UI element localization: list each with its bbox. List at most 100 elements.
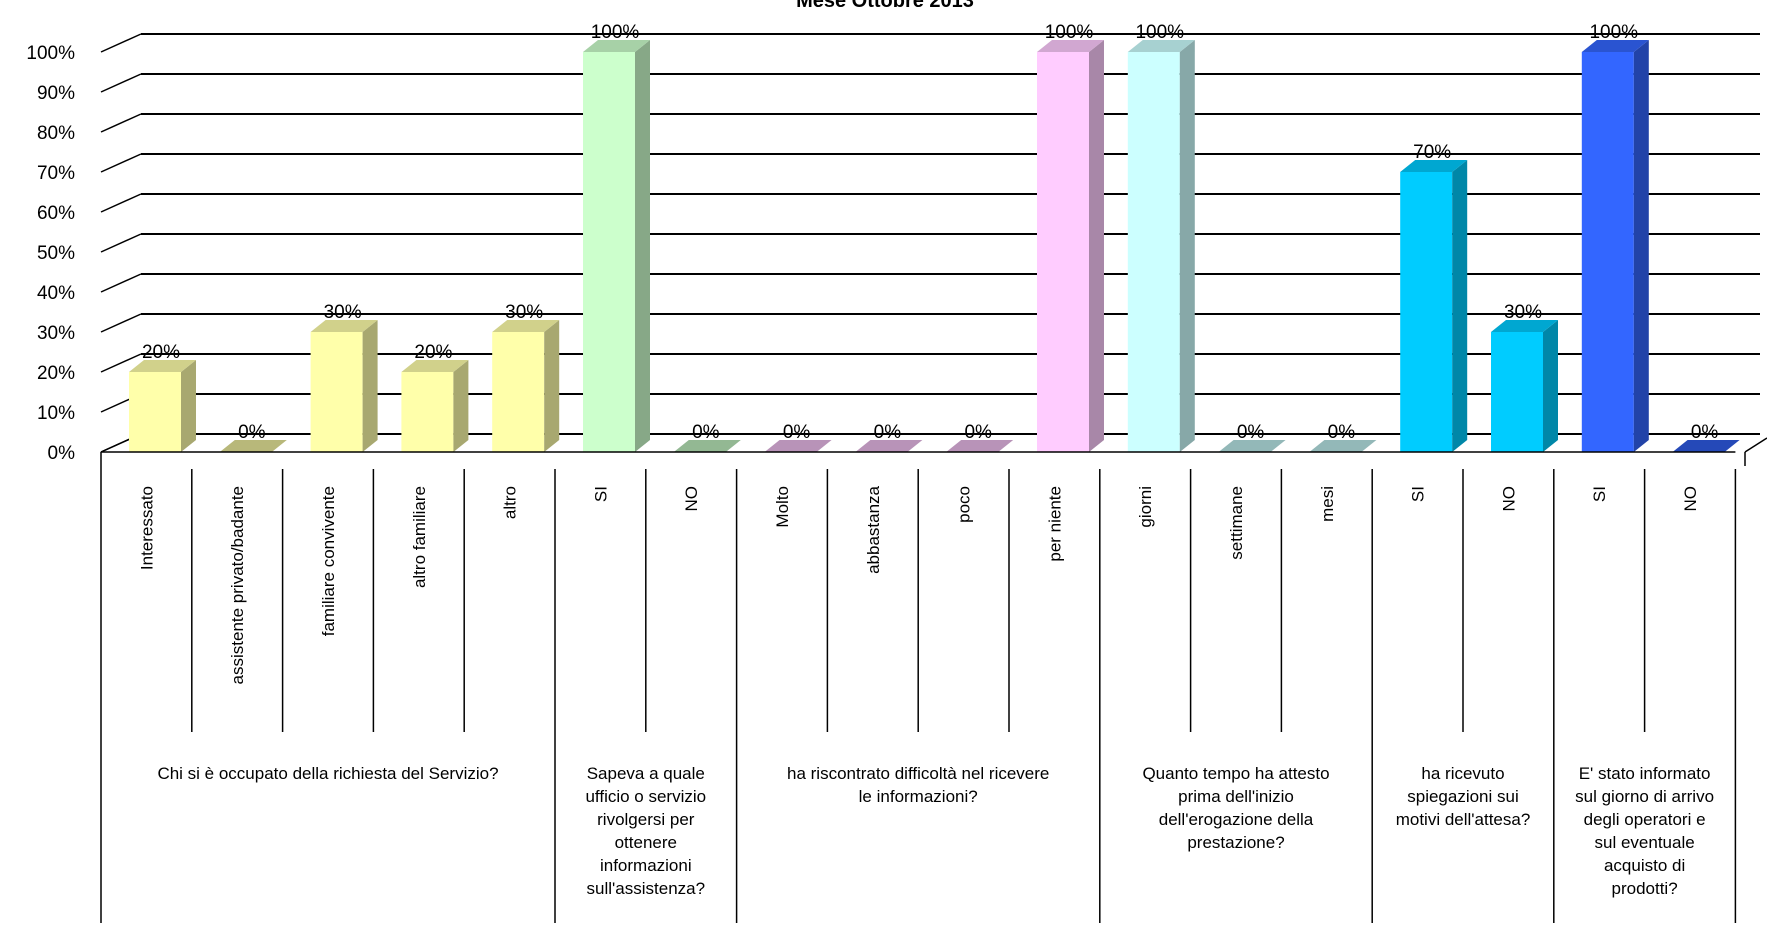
bar-front bbox=[129, 372, 181, 452]
category-label: assistente privato/badante bbox=[228, 486, 247, 684]
data-label: 20% bbox=[142, 342, 180, 363]
bar-front bbox=[583, 52, 635, 452]
gridline-connector bbox=[100, 113, 142, 133]
bar-top bbox=[310, 320, 378, 332]
bar-top bbox=[1127, 40, 1195, 52]
group-label: ha riscontrato difficoltà nel ricevere le… bbox=[787, 764, 1049, 806]
gridline-connector bbox=[100, 353, 142, 373]
y-tick-label: 70% bbox=[37, 163, 75, 184]
y-tick-label: 30% bbox=[37, 323, 75, 344]
gridline-connector bbox=[100, 153, 142, 173]
category-label: poco bbox=[955, 486, 974, 523]
bar-top bbox=[1581, 40, 1649, 52]
data-label: 30% bbox=[505, 302, 543, 323]
category-label: altro bbox=[501, 486, 520, 519]
data-label: 0% bbox=[783, 422, 811, 443]
category-label: Interessato bbox=[137, 486, 156, 570]
gridline-connector bbox=[100, 73, 142, 93]
bar-front bbox=[1127, 52, 1180, 452]
category-label: NO bbox=[1499, 486, 1518, 512]
group-label: Chi si è occupato della richiesta del Se… bbox=[157, 764, 498, 783]
category-label: giorni bbox=[1136, 486, 1155, 528]
chart-title: Mese Ottobre 2013 bbox=[796, 0, 974, 12]
category-label: abbastanza bbox=[864, 485, 883, 573]
gridline-connector bbox=[100, 233, 142, 253]
floor-edge bbox=[1744, 437, 1767, 453]
data-label: 0% bbox=[1237, 422, 1265, 443]
data-label: 0% bbox=[1328, 422, 1356, 443]
y-tick-label: 10% bbox=[37, 403, 75, 424]
group-label: E' stato informato sul giorno di arrivo de… bbox=[1575, 764, 1714, 898]
group-label: Sapeva a quale ufficio o servizio rivolger… bbox=[585, 764, 706, 898]
bar-front bbox=[1491, 332, 1543, 452]
data-label: 100% bbox=[1135, 22, 1184, 43]
bar-flat bbox=[946, 440, 1014, 452]
gridline-connector bbox=[100, 313, 142, 333]
bar-top bbox=[492, 320, 560, 332]
data-label: 100% bbox=[1589, 22, 1638, 43]
y-tick-label: 40% bbox=[37, 283, 75, 304]
data-label: 0% bbox=[692, 422, 720, 443]
bar-top bbox=[1400, 160, 1468, 172]
group-label: Quanto tempo ha attesto prima dell'inizio… bbox=[1142, 764, 1329, 852]
gridline-connector bbox=[100, 193, 142, 213]
bar-top bbox=[401, 360, 469, 372]
y-tick-label: 60% bbox=[37, 203, 75, 224]
y-tick-label: 90% bbox=[37, 83, 75, 104]
bar-side bbox=[1543, 320, 1558, 452]
bar-flat bbox=[1309, 440, 1377, 452]
data-label: 0% bbox=[1691, 422, 1719, 443]
bar-side bbox=[1633, 40, 1649, 452]
data-label: 70% bbox=[1413, 142, 1451, 163]
data-label: 100% bbox=[1045, 22, 1094, 43]
data-label: 100% bbox=[591, 22, 640, 43]
y-tick-label: 50% bbox=[37, 243, 75, 264]
bar-side bbox=[544, 320, 560, 452]
bar-top bbox=[129, 360, 196, 372]
gridline-connector bbox=[100, 33, 142, 53]
category-label: Molto bbox=[773, 486, 792, 528]
bar-front bbox=[1581, 52, 1634, 452]
group-label: ha ricevuto spiegazioni sui motivi dell'at… bbox=[1396, 764, 1531, 829]
category-label: altro familiare bbox=[410, 486, 429, 588]
bar-flat bbox=[855, 440, 923, 452]
y-tick-label: 100% bbox=[26, 43, 75, 64]
gridline-connector bbox=[100, 273, 142, 293]
bar-flat bbox=[673, 440, 741, 452]
bar-side bbox=[181, 360, 196, 452]
data-label: 30% bbox=[1504, 302, 1542, 323]
category-label: mesi bbox=[1318, 486, 1337, 522]
bar-front bbox=[1400, 172, 1453, 452]
data-label: 30% bbox=[324, 302, 362, 323]
bar-front bbox=[492, 332, 545, 452]
bar-side bbox=[1452, 160, 1468, 452]
bar-top bbox=[583, 40, 650, 52]
data-label: 0% bbox=[874, 422, 902, 443]
bar-flat bbox=[219, 440, 287, 452]
bar-flat bbox=[1672, 440, 1740, 452]
category-label: SI bbox=[1409, 486, 1428, 502]
category-label: NO bbox=[1681, 486, 1700, 512]
category-label: per niente bbox=[1045, 486, 1064, 562]
category-label: NO bbox=[682, 486, 701, 512]
bar-front bbox=[310, 332, 363, 452]
bar-top bbox=[1491, 320, 1558, 332]
bar-flat bbox=[764, 440, 832, 452]
category-label: SI bbox=[591, 486, 610, 502]
y-tick-label: 20% bbox=[37, 363, 75, 384]
bar-side bbox=[1089, 40, 1104, 452]
bar-side bbox=[453, 360, 469, 452]
bar-front bbox=[1037, 52, 1089, 452]
bar-side bbox=[635, 40, 650, 452]
category-label: SI bbox=[1590, 486, 1609, 502]
bar-side bbox=[1179, 40, 1195, 452]
bar-top bbox=[1037, 40, 1104, 52]
bar-flat bbox=[1218, 440, 1286, 452]
data-label: 20% bbox=[414, 342, 452, 363]
data-label: 0% bbox=[238, 422, 266, 443]
y-tick-label: 0% bbox=[48, 443, 76, 464]
category-label: settimane bbox=[1227, 486, 1246, 560]
data-label: 0% bbox=[964, 422, 992, 443]
